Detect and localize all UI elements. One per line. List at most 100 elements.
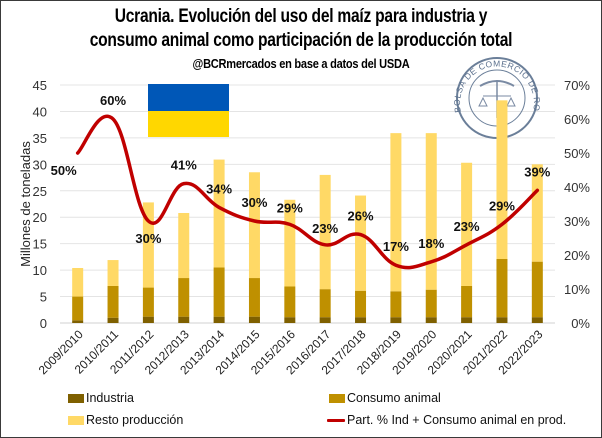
ukraine-flag bbox=[148, 84, 229, 137]
y-tick-label: 25 bbox=[33, 184, 47, 199]
bar-industria-2017-2018 bbox=[355, 317, 367, 323]
y2-tick-label: 40% bbox=[564, 180, 590, 195]
chart-title: Ucrania. Evolución del uso del maíz para… bbox=[114, 6, 488, 27]
bar-industria-2014-2015 bbox=[248, 316, 260, 323]
bar-resto-producci-n-2022-2023 bbox=[531, 164, 543, 262]
chart-subtitle: @BCRmercados en base a datos del USDA bbox=[192, 56, 410, 71]
line-data-label: 41% bbox=[171, 158, 197, 173]
bar-consumo-animal-2009-2010 bbox=[72, 296, 84, 321]
bar-resto-producci-n-2010-2011 bbox=[107, 260, 119, 286]
bar-consumo-animal-2017-2018 bbox=[355, 290, 367, 318]
y-tick-label: 10 bbox=[33, 263, 47, 278]
y2-tick-label: 60% bbox=[564, 112, 590, 127]
bar-consumo-animal-2021-2022 bbox=[496, 259, 508, 318]
bar-industria-2009-2010 bbox=[72, 320, 84, 323]
y2-tick-label: 10% bbox=[564, 282, 590, 297]
legend-label-resto-produccion: Resto producción bbox=[86, 413, 184, 427]
line-data-label: 18% bbox=[418, 236, 444, 251]
bar-industria-2019-2020 bbox=[425, 317, 437, 323]
legend-label-industria: Industria bbox=[86, 391, 134, 405]
bar-resto-producci-n-2014-2015 bbox=[248, 172, 260, 279]
legend-label-consumo-animal: Consumo animal bbox=[347, 391, 441, 405]
y-tick-label: 5 bbox=[40, 290, 47, 305]
line-data-label: 30% bbox=[135, 231, 161, 246]
legend-item-resto-produccion: Resto producción bbox=[68, 413, 183, 427]
y-tick-label: 20 bbox=[33, 210, 47, 225]
bar-resto-producci-n-2013-2014 bbox=[213, 159, 225, 268]
bar-resto-producci-n-2015-2016 bbox=[284, 199, 296, 287]
line-data-label: 34% bbox=[206, 181, 232, 196]
bar-consumo-animal-2011-2012 bbox=[142, 287, 154, 317]
bar-resto-producci-n-2017-2018 bbox=[355, 195, 367, 291]
legend-item-industria: Industria bbox=[68, 391, 134, 405]
line-data-label: 29% bbox=[277, 200, 303, 215]
bar-industria-2010-2011 bbox=[107, 317, 119, 323]
series-line-participacion bbox=[75, 114, 540, 270]
line-data-label: 39% bbox=[524, 164, 550, 179]
legend-label-participacion: Part. % Ind + Consumo animal en prod. bbox=[347, 413, 567, 427]
y-tick-label: 0 bbox=[40, 316, 47, 331]
y-tick-label: 35 bbox=[33, 131, 47, 146]
logo-text: BOLSA DE COMERCIO DE ROSARIO bbox=[0, 0, 542, 113]
chart-title-line2: consumo animal como participación de la … bbox=[89, 30, 513, 51]
bars bbox=[72, 100, 543, 323]
y-tick-label: 30 bbox=[33, 157, 47, 172]
bar-industria-2016-2017 bbox=[319, 317, 331, 323]
bar-consumo-animal-2015-2016 bbox=[284, 286, 296, 318]
x-axis-ticks: 2009/20102010/20112011/20122012/20132013… bbox=[36, 327, 546, 377]
line-data-label: 26% bbox=[348, 209, 374, 224]
bar-industria-2012-2013 bbox=[178, 316, 190, 323]
bar-consumo-animal-2013-2014 bbox=[213, 267, 225, 317]
flag-blue-stripe bbox=[148, 84, 229, 111]
line-data-label: 23% bbox=[454, 219, 480, 234]
legend-item-participacion: Part. % Ind + Consumo animal en prod. bbox=[327, 413, 566, 427]
bar-resto-producci-n-2021-2022 bbox=[496, 100, 508, 260]
line-data-label: 23% bbox=[312, 221, 338, 236]
line-data-label: 30% bbox=[241, 195, 267, 210]
legend-swatch-consumo-animal bbox=[329, 393, 345, 403]
y-axis-label: Millones de toneladas bbox=[18, 141, 33, 267]
bar-industria-2020-2021 bbox=[461, 317, 473, 323]
bcr-logo: BOLSA DE COMERCIO DE ROSARIO bbox=[0, 0, 542, 139]
bar-resto-producci-n-2009-2010 bbox=[72, 267, 84, 297]
bar-resto-producci-n-2018-2019 bbox=[390, 133, 402, 292]
left-axis-ticks: 0 5 10 15 20 25 30 35 40 45 bbox=[33, 78, 47, 331]
bar-consumo-animal-2016-2017 bbox=[319, 289, 331, 318]
legend-item-consumo-animal: Consumo animal bbox=[329, 391, 441, 405]
y2-tick-label: 0% bbox=[571, 316, 590, 331]
y-tick-label: 40 bbox=[33, 104, 47, 119]
bar-resto-producci-n-2011-2012 bbox=[142, 202, 154, 288]
line-data-label: 29% bbox=[489, 198, 515, 213]
y-tick-label: 15 bbox=[33, 237, 47, 252]
bar-industria-2015-2016 bbox=[284, 317, 296, 323]
bar-consumo-animal-2012-2013 bbox=[178, 278, 190, 317]
bar-industria-2021-2022 bbox=[496, 317, 508, 323]
bar-industria-2013-2014 bbox=[213, 316, 225, 323]
y2-tick-label: 30% bbox=[564, 214, 590, 229]
legend-swatch-participacion bbox=[327, 418, 345, 422]
bar-consumo-animal-2014-2015 bbox=[248, 278, 260, 317]
y-tick-label: 45 bbox=[33, 78, 47, 93]
bar-consumo-animal-2020-2021 bbox=[461, 285, 473, 318]
svg-text:BOLSA DE COMERCIO DE ROSARIO: BOLSA DE COMERCIO DE ROSARIO bbox=[0, 0, 542, 113]
bar-industria-2011-2012 bbox=[142, 316, 154, 323]
bar-resto-producci-n-2016-2017 bbox=[319, 174, 331, 290]
bar-consumo-animal-2022-2023 bbox=[531, 261, 543, 318]
bar-consumo-animal-2010-2011 bbox=[107, 285, 119, 318]
y2-tick-label: 20% bbox=[564, 248, 590, 263]
y2-tick-label: 50% bbox=[564, 146, 590, 161]
right-axis-ticks: 0% 10% 20% 30% 40% 50% 60% 70% bbox=[564, 78, 590, 331]
line-data-label: 60% bbox=[100, 93, 126, 108]
y2-tick-label: 70% bbox=[564, 78, 590, 93]
bar-resto-producci-n-2012-2013 bbox=[178, 212, 190, 279]
legend-swatch-industria bbox=[68, 393, 84, 403]
bar-consumo-animal-2018-2019 bbox=[390, 291, 402, 318]
line-data-label: 17% bbox=[383, 239, 409, 254]
bar-resto-producci-n-2019-2020 bbox=[425, 133, 437, 290]
legend-swatch-resto-produccion bbox=[68, 415, 84, 425]
line-data-label: 50% bbox=[51, 163, 77, 178]
bar-industria-2022-2023 bbox=[531, 317, 543, 323]
flag-yellow-stripe bbox=[148, 111, 229, 137]
bar-industria-2018-2019 bbox=[390, 317, 402, 323]
